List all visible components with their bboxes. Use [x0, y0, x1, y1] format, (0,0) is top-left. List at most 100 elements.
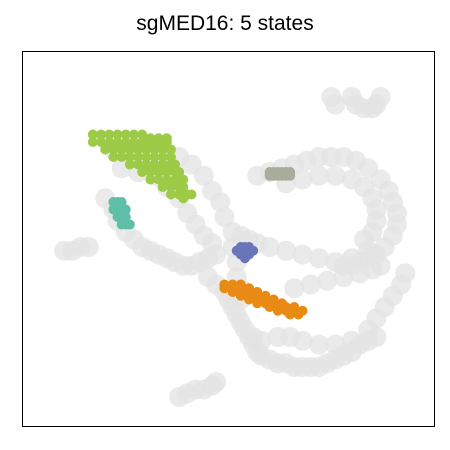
background-point [341, 330, 362, 351]
state-point [96, 137, 107, 147]
state-point [161, 137, 172, 147]
state-point [178, 174, 189, 185]
state-point [124, 144, 135, 155]
state-point [120, 129, 131, 140]
state-point [272, 305, 283, 316]
state-point [165, 152, 176, 162]
state-point [293, 309, 304, 320]
state-point [145, 174, 156, 185]
state-cluster-1 [87, 129, 197, 204]
state-point [145, 167, 156, 177]
state-point [120, 212, 131, 222]
state-point [108, 144, 119, 155]
state-point [178, 193, 189, 204]
state-point [133, 152, 144, 162]
state-point [157, 152, 168, 162]
background-point [341, 248, 362, 269]
state-point [96, 129, 107, 140]
state-point [145, 137, 156, 147]
background-point [358, 240, 379, 261]
state-point [178, 182, 189, 192]
chart-title: sgMED16: 5 states [136, 12, 314, 35]
background-point [395, 263, 416, 284]
background-point [210, 192, 231, 212]
state-point [120, 204, 131, 215]
background-point [206, 244, 227, 265]
state-point [124, 152, 135, 162]
state-point [116, 152, 127, 162]
background-point [370, 255, 391, 276]
state-point [137, 137, 148, 147]
state-point [157, 182, 168, 192]
state-point [264, 302, 275, 312]
background-point [230, 225, 251, 246]
state-point [133, 159, 144, 170]
background-point [276, 240, 297, 261]
state-point [108, 152, 119, 162]
state-point [141, 144, 152, 155]
state-point [124, 219, 135, 230]
state-point [165, 189, 176, 200]
state-point [149, 152, 160, 162]
background-point [251, 330, 272, 351]
state-point [128, 129, 139, 140]
background-point [325, 165, 346, 186]
state-point [170, 174, 181, 185]
state-point [235, 290, 246, 301]
state-point [87, 137, 98, 147]
background-point [193, 165, 214, 186]
state-point [104, 137, 115, 147]
state-point [219, 283, 230, 294]
state-point [285, 309, 296, 320]
state-point [157, 144, 168, 155]
state-point [165, 144, 176, 155]
state-point [285, 170, 296, 181]
state-point [116, 144, 127, 155]
state-point [133, 144, 144, 155]
background-point [333, 267, 354, 287]
background-point [308, 248, 329, 269]
state-point [120, 137, 131, 147]
state-point [137, 167, 148, 177]
background-point [300, 274, 321, 295]
state-point [141, 152, 152, 162]
state-point [227, 287, 238, 297]
state-point [153, 137, 164, 147]
state-point [153, 174, 164, 185]
state-point [165, 182, 176, 192]
background-point [370, 87, 391, 107]
background-point [292, 169, 313, 190]
background-point [308, 165, 329, 186]
background-point [325, 94, 346, 115]
state-point [112, 129, 123, 140]
state-cluster-3 [264, 167, 296, 181]
state-point [186, 189, 197, 200]
state-point [87, 129, 98, 140]
state-point [174, 167, 185, 177]
state-point [252, 298, 263, 309]
state-point [128, 137, 139, 147]
state-point [116, 197, 127, 207]
background-point [292, 330, 313, 351]
state-point [112, 137, 123, 147]
background-point [325, 252, 346, 272]
state-point [157, 159, 168, 170]
state-cluster-5 [219, 279, 308, 320]
state-cluster-4 [231, 242, 259, 264]
background-point [214, 207, 235, 227]
background-point [78, 237, 99, 257]
state-point [137, 129, 148, 140]
state-point [124, 159, 135, 170]
state-point [104, 129, 115, 140]
background-point [206, 372, 227, 392]
state-point [170, 159, 181, 170]
state-point [161, 167, 172, 177]
state-cluster-2 [108, 197, 135, 230]
state-point [141, 159, 152, 170]
highlighted-points-layer [87, 129, 308, 320]
state-point [149, 144, 160, 155]
background-point [308, 334, 329, 355]
state-point [149, 159, 160, 170]
state-point [153, 167, 164, 177]
background-point [325, 334, 346, 355]
